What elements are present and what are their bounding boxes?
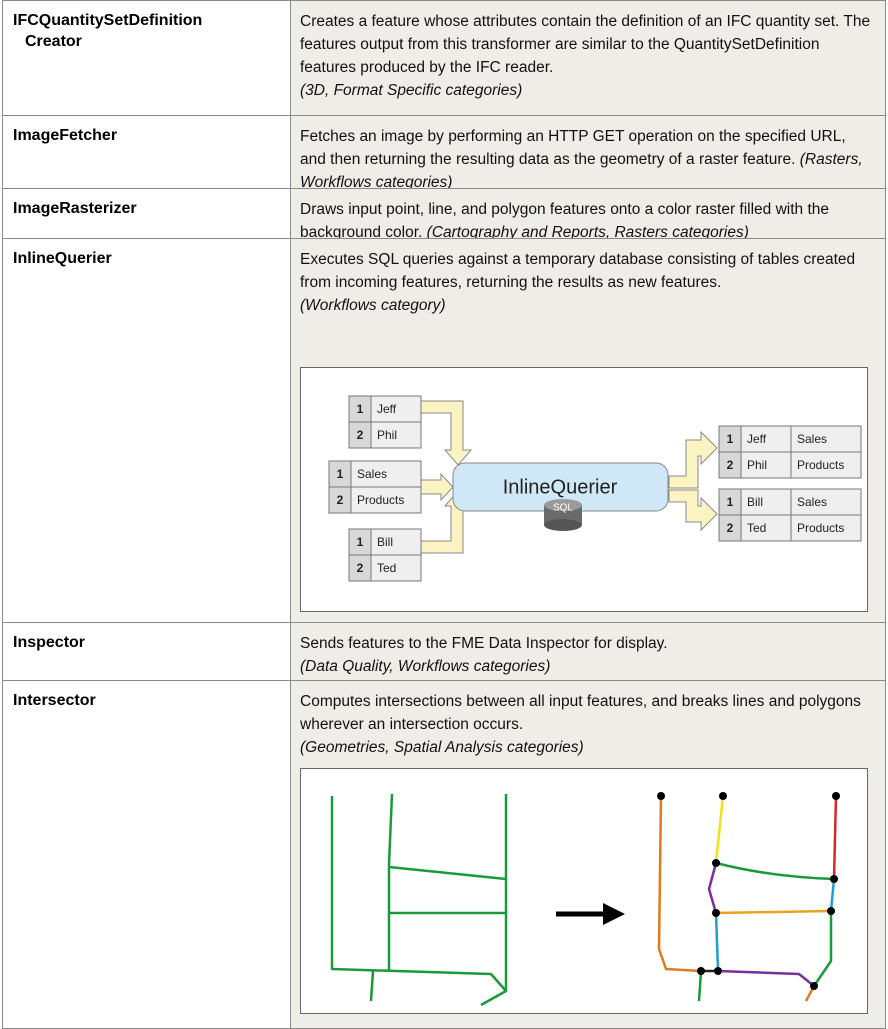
description-cell: Fetches an image by performing an HTTP G… xyxy=(290,115,886,191)
table-cell-text: 1 xyxy=(727,495,734,509)
table-cell-text: Ted xyxy=(747,521,766,535)
name: Inspector xyxy=(13,634,86,651)
table-cell xyxy=(790,451,862,479)
table-cell xyxy=(740,425,792,453)
name: InlineQuerier xyxy=(13,250,112,267)
table-cell-text: Jeff xyxy=(377,402,397,416)
table-cell xyxy=(370,395,422,423)
name: IFCQuantitySetDefinition Creator xyxy=(13,10,202,52)
table-cell xyxy=(370,528,422,556)
categories: (Rasters, Workflows categories) xyxy=(300,151,863,191)
intersection-points xyxy=(657,792,840,990)
name: ImageFetcher xyxy=(13,127,118,144)
name-text: IFCQuantitySetDefinition xyxy=(13,12,203,29)
name-text: Creator xyxy=(25,33,82,50)
table-cell-text: Products xyxy=(357,493,404,507)
input-lines xyxy=(330,793,508,1007)
process-label: InlineQuerier xyxy=(503,476,618,498)
description-cell: Creates a feature whose attributes conta… xyxy=(290,0,886,116)
table-cell xyxy=(790,514,862,542)
database xyxy=(544,499,582,531)
table-cell-text: 1 xyxy=(337,467,344,481)
table-cell xyxy=(350,486,422,514)
table-cell xyxy=(350,460,422,488)
name-cell: Intersector xyxy=(2,680,291,1029)
table-cell-text: 2 xyxy=(337,493,344,507)
intersector-diagram xyxy=(300,768,868,1014)
categories: (Data Quality, Workflows categories) xyxy=(300,658,551,675)
name: Intersector xyxy=(13,692,96,709)
table-cell-text: Phil xyxy=(377,428,397,442)
diagram: InlineQuerier SQL 1 Jeff 2 Phil 1 Sales 2 Produ… xyxy=(328,395,862,582)
name-cell: Inspector xyxy=(2,622,291,681)
table-cell-text: Bill xyxy=(747,495,763,509)
description: Executes SQL queries against a temporary… xyxy=(300,251,856,291)
table-cell xyxy=(740,514,792,542)
table-cell-text: 2 xyxy=(727,521,734,535)
table-cell-text: 1 xyxy=(357,402,364,416)
table-cell-text: Products xyxy=(797,521,844,535)
description-cell: Sends features to the FME Data Inspector… xyxy=(290,622,886,681)
table-cell-text: Jeff xyxy=(747,432,767,446)
output-lines xyxy=(657,795,838,1002)
table-cell-text: Sales xyxy=(797,495,827,509)
description-cell: Draws input point, line, and polygon fea… xyxy=(290,188,886,241)
description: Sends features to the FME Data Inspector… xyxy=(300,635,668,652)
categories: (Cartography and Reports, Rasters catego… xyxy=(426,224,749,241)
name-cell: IFCQuantitySetDefinition Creator xyxy=(2,0,291,116)
description: Creates a feature whose attributes conta… xyxy=(300,13,871,76)
table-cell xyxy=(790,425,862,453)
table-cell xyxy=(370,554,422,582)
name: ImageRasterizer xyxy=(13,200,137,217)
database-label: SQL xyxy=(553,503,573,514)
description: Fetches an image by performing an HTTP G… xyxy=(300,128,846,168)
table-cell-text: Sales xyxy=(357,467,387,481)
table-cell-text: 1 xyxy=(357,535,364,549)
description: Computes intersections between all input… xyxy=(300,693,861,733)
table-cell-text: Products xyxy=(797,458,844,472)
table-cell-text: 2 xyxy=(357,428,364,442)
table-cell-text: Sales xyxy=(797,432,827,446)
name-cell: ImageFetcher xyxy=(2,115,291,189)
categories: (3D, Format Specific categories) xyxy=(300,82,523,99)
description: Draws input point, line, and polygon fea… xyxy=(300,201,830,241)
table-cell-text: 2 xyxy=(357,561,364,575)
diagram xyxy=(330,792,840,1007)
table-cell-text: 1 xyxy=(727,432,734,446)
table-cell xyxy=(740,451,792,479)
table-cell-text: 2 xyxy=(727,458,734,472)
name-cell: InlineQuerier xyxy=(2,238,291,623)
arrow xyxy=(556,903,625,925)
categories: (Workflows category) xyxy=(300,297,446,314)
table-cell-text: Phil xyxy=(747,458,767,472)
categories: (Geometries, Spatial Analysis categories… xyxy=(300,739,584,756)
table-cell-text: Ted xyxy=(377,561,396,575)
inline-querier-diagram: InlineQuerier SQL 1 Jeff 2 Phil 1 Sales 2 Produ… xyxy=(300,367,868,612)
table-cell-text: Bill xyxy=(377,535,393,549)
name-cell: ImageRasterizer xyxy=(2,188,291,239)
table-cell xyxy=(370,421,422,449)
